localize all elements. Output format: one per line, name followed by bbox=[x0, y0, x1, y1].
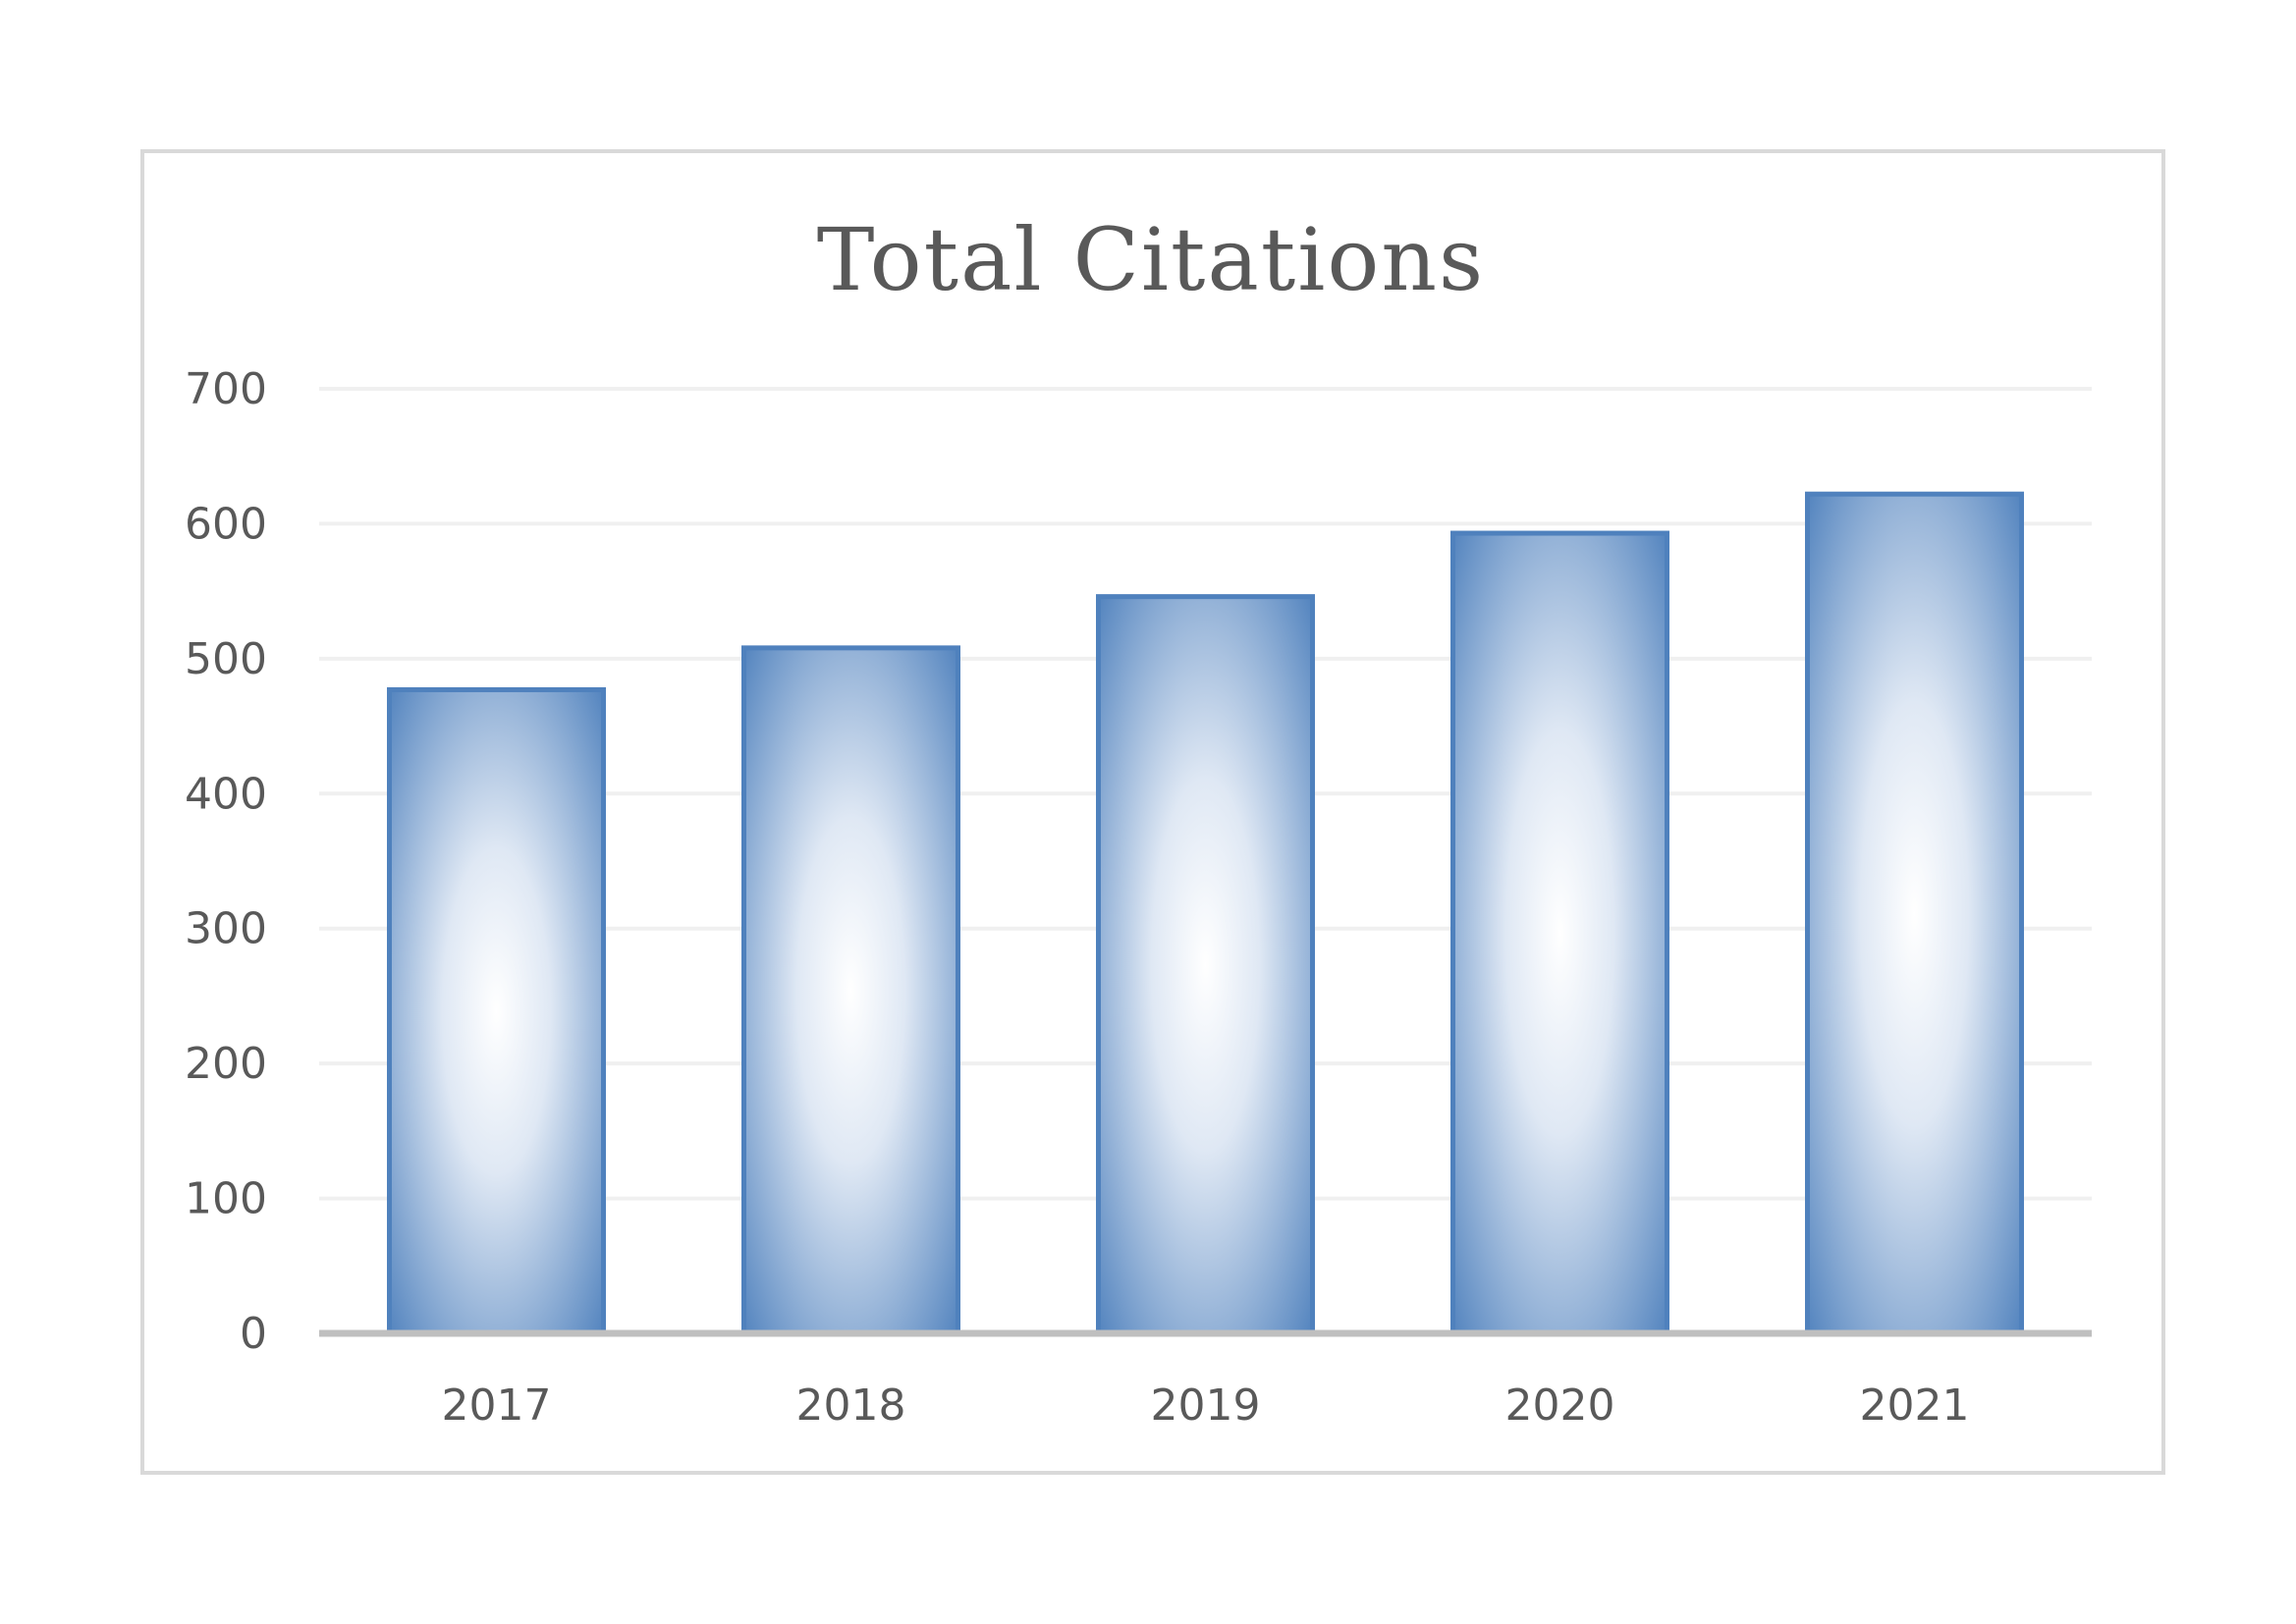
y-tick-label: 300 bbox=[185, 904, 267, 954]
y-tick-label: 600 bbox=[185, 499, 267, 549]
x-tick-label: 2020 bbox=[1505, 1380, 1615, 1431]
y-tick-label: 700 bbox=[185, 364, 267, 414]
bar-2017 bbox=[387, 686, 606, 1336]
y-tick-label: 100 bbox=[185, 1174, 267, 1224]
bar-2021 bbox=[1805, 491, 2024, 1336]
y-tick-label: 500 bbox=[185, 634, 267, 684]
x-axis-tick-labels: 2017 2018 2019 2020 2021 bbox=[442, 1380, 1970, 1431]
y-tick-label: 400 bbox=[185, 769, 267, 819]
x-tick-label: 2021 bbox=[1860, 1380, 1970, 1431]
x-tick-label: 2017 bbox=[442, 1380, 552, 1431]
bar-2020 bbox=[1450, 530, 1669, 1336]
y-axis-tick-labels: 0 100 200 300 400 500 600 700 bbox=[185, 364, 267, 1359]
y-tick-label: 200 bbox=[185, 1039, 267, 1089]
y-tick-label: 0 bbox=[240, 1309, 267, 1359]
chart-title: Total Citations bbox=[817, 209, 1485, 310]
x-tick-label: 2018 bbox=[796, 1380, 906, 1431]
bar-2018 bbox=[741, 645, 960, 1336]
bar-2019 bbox=[1096, 594, 1315, 1336]
bars bbox=[387, 491, 2024, 1336]
x-tick-label: 2019 bbox=[1151, 1380, 1261, 1431]
